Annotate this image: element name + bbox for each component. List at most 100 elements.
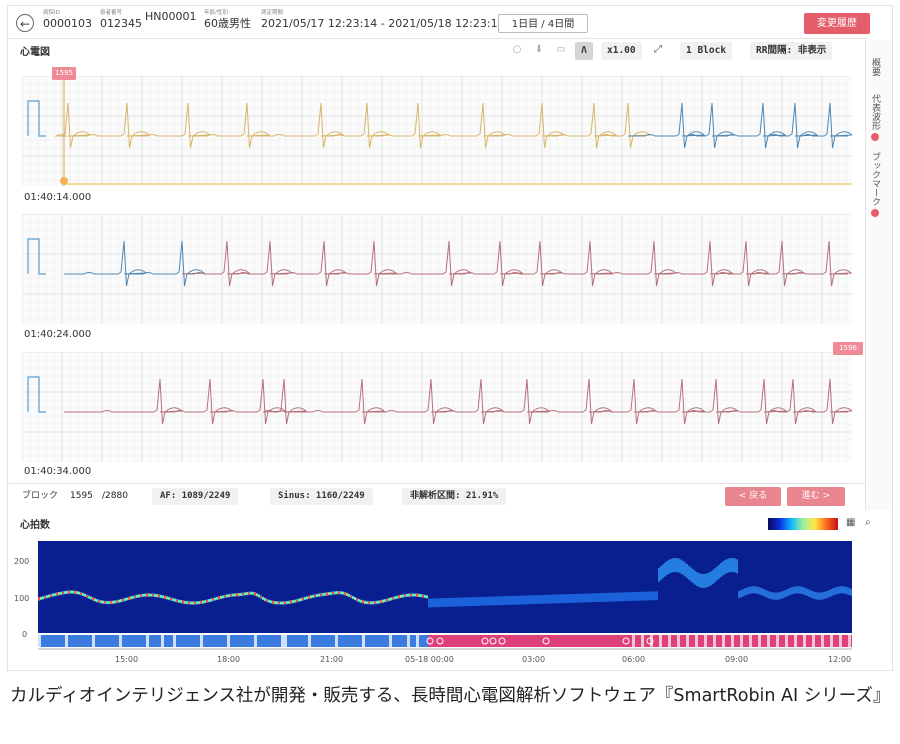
rhythm-band-cell	[809, 635, 812, 647]
tab-bookmarks[interactable]: ブックマーク	[869, 152, 882, 217]
heatmap-cell	[486, 596, 488, 606]
ecg-trace-segment	[628, 102, 706, 149]
ecg-strip-2[interactable]	[22, 214, 852, 324]
rhythm-band-cell	[275, 635, 278, 647]
zoom-icon[interactable]: ⌕	[865, 517, 871, 528]
rhythm-band-cell	[566, 635, 569, 647]
heatmap-cell	[770, 591, 772, 600]
heatmap-cell	[724, 560, 726, 575]
rhythm-band-cell	[437, 635, 440, 647]
rhythm-band-cell	[581, 635, 584, 647]
rhythm-band-cell	[98, 635, 101, 647]
grid-background	[22, 214, 852, 324]
prev-button[interactable]: < 戻る	[725, 487, 781, 506]
ecg-strip-3[interactable]	[22, 352, 852, 462]
rhythm-band-cell	[101, 635, 104, 647]
ecg-strip-1[interactable]	[22, 76, 852, 186]
heart-rate-heatmap[interactable]	[38, 541, 852, 651]
rhythm-band-cell	[479, 635, 482, 647]
heatmap-cell	[404, 594, 406, 597]
rhythm-band-cell	[848, 635, 851, 647]
rhythm-band-cell	[794, 635, 797, 647]
box-icon[interactable]: ▭	[556, 44, 566, 55]
heatmap-cell	[708, 572, 710, 587]
rhythm-band-cell	[698, 635, 701, 647]
heatmap-cell	[680, 559, 682, 574]
heatmap-cell	[522, 595, 524, 605]
heatmap-cell	[398, 595, 400, 598]
heatmap-cell	[756, 586, 758, 594]
zoom-button[interactable]: x1.00	[601, 42, 642, 60]
circle-icon[interactable]: ○	[512, 44, 522, 55]
heatmap-cell	[664, 562, 666, 577]
rhythm-band-cell	[458, 635, 461, 647]
next-button[interactable]: 進む >	[787, 487, 845, 506]
tab-summary[interactable]: 概要	[869, 58, 882, 76]
heatmap-cell	[402, 594, 404, 597]
heatmap-cell	[246, 592, 248, 595]
heatmap-cell	[94, 598, 96, 601]
rhythm-band-cell	[359, 635, 362, 647]
heatmap-cell	[394, 596, 396, 599]
rhythm-band-cell	[401, 635, 404, 647]
download-icon[interactable]: ⬇	[534, 44, 544, 55]
heatmap-cell	[218, 596, 220, 599]
rhythm-band-cell	[752, 635, 755, 647]
heatmap-cell	[408, 594, 410, 597]
heatmap-cell	[178, 600, 180, 603]
change-history-button[interactable]: 変更履歴	[804, 13, 870, 34]
block-selector[interactable]: 1 Block	[680, 42, 733, 60]
rhythm-band-cell	[851, 635, 852, 647]
tab-representative-waveform[interactable]: 代表波形	[869, 94, 882, 141]
block-current[interactable]: 1595	[70, 491, 93, 501]
expand-icon[interactable]: ⤢	[654, 44, 662, 55]
rhythm-band-cell	[182, 635, 185, 647]
back-arrow-icon[interactable]: ←	[16, 14, 34, 32]
heatmap-cell	[222, 595, 224, 598]
heatmap-cell	[238, 593, 240, 596]
heatmap-cell	[642, 591, 644, 601]
heatmap-cell	[490, 596, 492, 606]
stats-bar	[9, 483, 865, 510]
heatmap-cell	[378, 600, 380, 603]
rhythm-band-cell	[773, 635, 776, 647]
y-tick: 200	[14, 557, 30, 566]
rhythm-band-cell	[722, 635, 725, 647]
block-marker[interactable]: 1596	[833, 342, 863, 355]
heatmap-cell	[300, 598, 302, 601]
heatmap-cell	[718, 564, 720, 579]
heatmap-cell	[342, 592, 344, 595]
heatmap-cell	[548, 594, 550, 604]
rhythm-band-cell	[533, 635, 536, 647]
heatmap-cell	[278, 601, 280, 604]
heatmap-cell	[850, 588, 852, 596]
ecg-trace-segment	[160, 378, 234, 425]
rhythm-band-cell	[203, 635, 206, 647]
rr-interval-toggle[interactable]: RR間隔: 非表示	[750, 42, 833, 60]
block-marker[interactable]: 1595	[52, 67, 76, 80]
rhythm-band-cell	[428, 635, 431, 647]
heatmap-cell	[846, 587, 848, 595]
heatmap-cell	[630, 592, 632, 601]
heatmap-cell	[334, 591, 336, 594]
heatmap-cell	[116, 600, 118, 603]
ecg-trace-segment	[324, 240, 398, 287]
strip-time-label: 01:40:14.000	[24, 192, 92, 203]
ecg-trace-segment	[682, 378, 740, 425]
rhythm-band-cell	[536, 635, 539, 647]
day-selector[interactable]: 1日目 / 4日間	[498, 14, 588, 33]
heatmap-cell	[442, 598, 444, 607]
chart-settings-icon[interactable]: ▦	[846, 517, 856, 528]
event-marker	[481, 637, 489, 645]
wave-mode-button[interactable]: Λ	[575, 42, 593, 60]
ecg-trace-segment	[227, 240, 294, 287]
rhythm-band-cell	[767, 635, 770, 647]
heatmap-cell	[676, 558, 678, 573]
heatmap-cell	[128, 597, 130, 600]
heatmap-cell	[42, 596, 44, 599]
rhythm-band-cell	[143, 635, 146, 647]
heatmap-cell	[372, 601, 374, 604]
heatmap-cell	[356, 598, 358, 601]
ecg-trace-segment	[594, 102, 652, 149]
rhythm-band-cell	[236, 635, 239, 647]
